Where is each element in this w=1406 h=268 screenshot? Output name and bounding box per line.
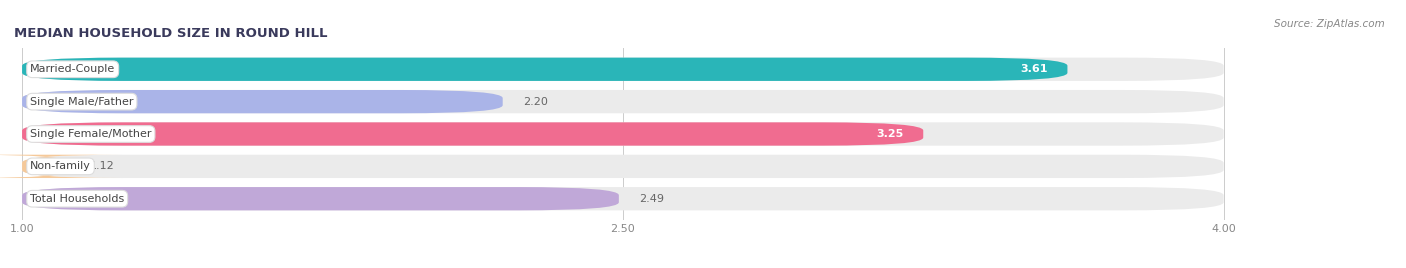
- Text: 1.12: 1.12: [90, 161, 115, 171]
- Text: Single Male/Father: Single Male/Father: [30, 97, 134, 107]
- Text: MEDIAN HOUSEHOLD SIZE IN ROUND HILL: MEDIAN HOUSEHOLD SIZE IN ROUND HILL: [14, 27, 328, 40]
- Text: 3.61: 3.61: [1019, 64, 1047, 74]
- FancyBboxPatch shape: [22, 187, 1223, 210]
- FancyBboxPatch shape: [22, 58, 1067, 81]
- FancyBboxPatch shape: [22, 122, 1223, 146]
- Text: 3.25: 3.25: [876, 129, 903, 139]
- FancyBboxPatch shape: [22, 187, 619, 210]
- FancyBboxPatch shape: [0, 155, 122, 178]
- Text: Married-Couple: Married-Couple: [30, 64, 115, 74]
- FancyBboxPatch shape: [22, 90, 1223, 113]
- Text: 2.20: 2.20: [523, 97, 547, 107]
- FancyBboxPatch shape: [22, 155, 1223, 178]
- Text: 2.49: 2.49: [638, 194, 664, 204]
- Text: Total Households: Total Households: [30, 194, 124, 204]
- FancyBboxPatch shape: [22, 122, 924, 146]
- FancyBboxPatch shape: [22, 58, 1223, 81]
- Text: Non-family: Non-family: [30, 161, 91, 171]
- Text: Single Female/Mother: Single Female/Mother: [30, 129, 152, 139]
- FancyBboxPatch shape: [22, 90, 503, 113]
- Text: Source: ZipAtlas.com: Source: ZipAtlas.com: [1274, 19, 1385, 29]
